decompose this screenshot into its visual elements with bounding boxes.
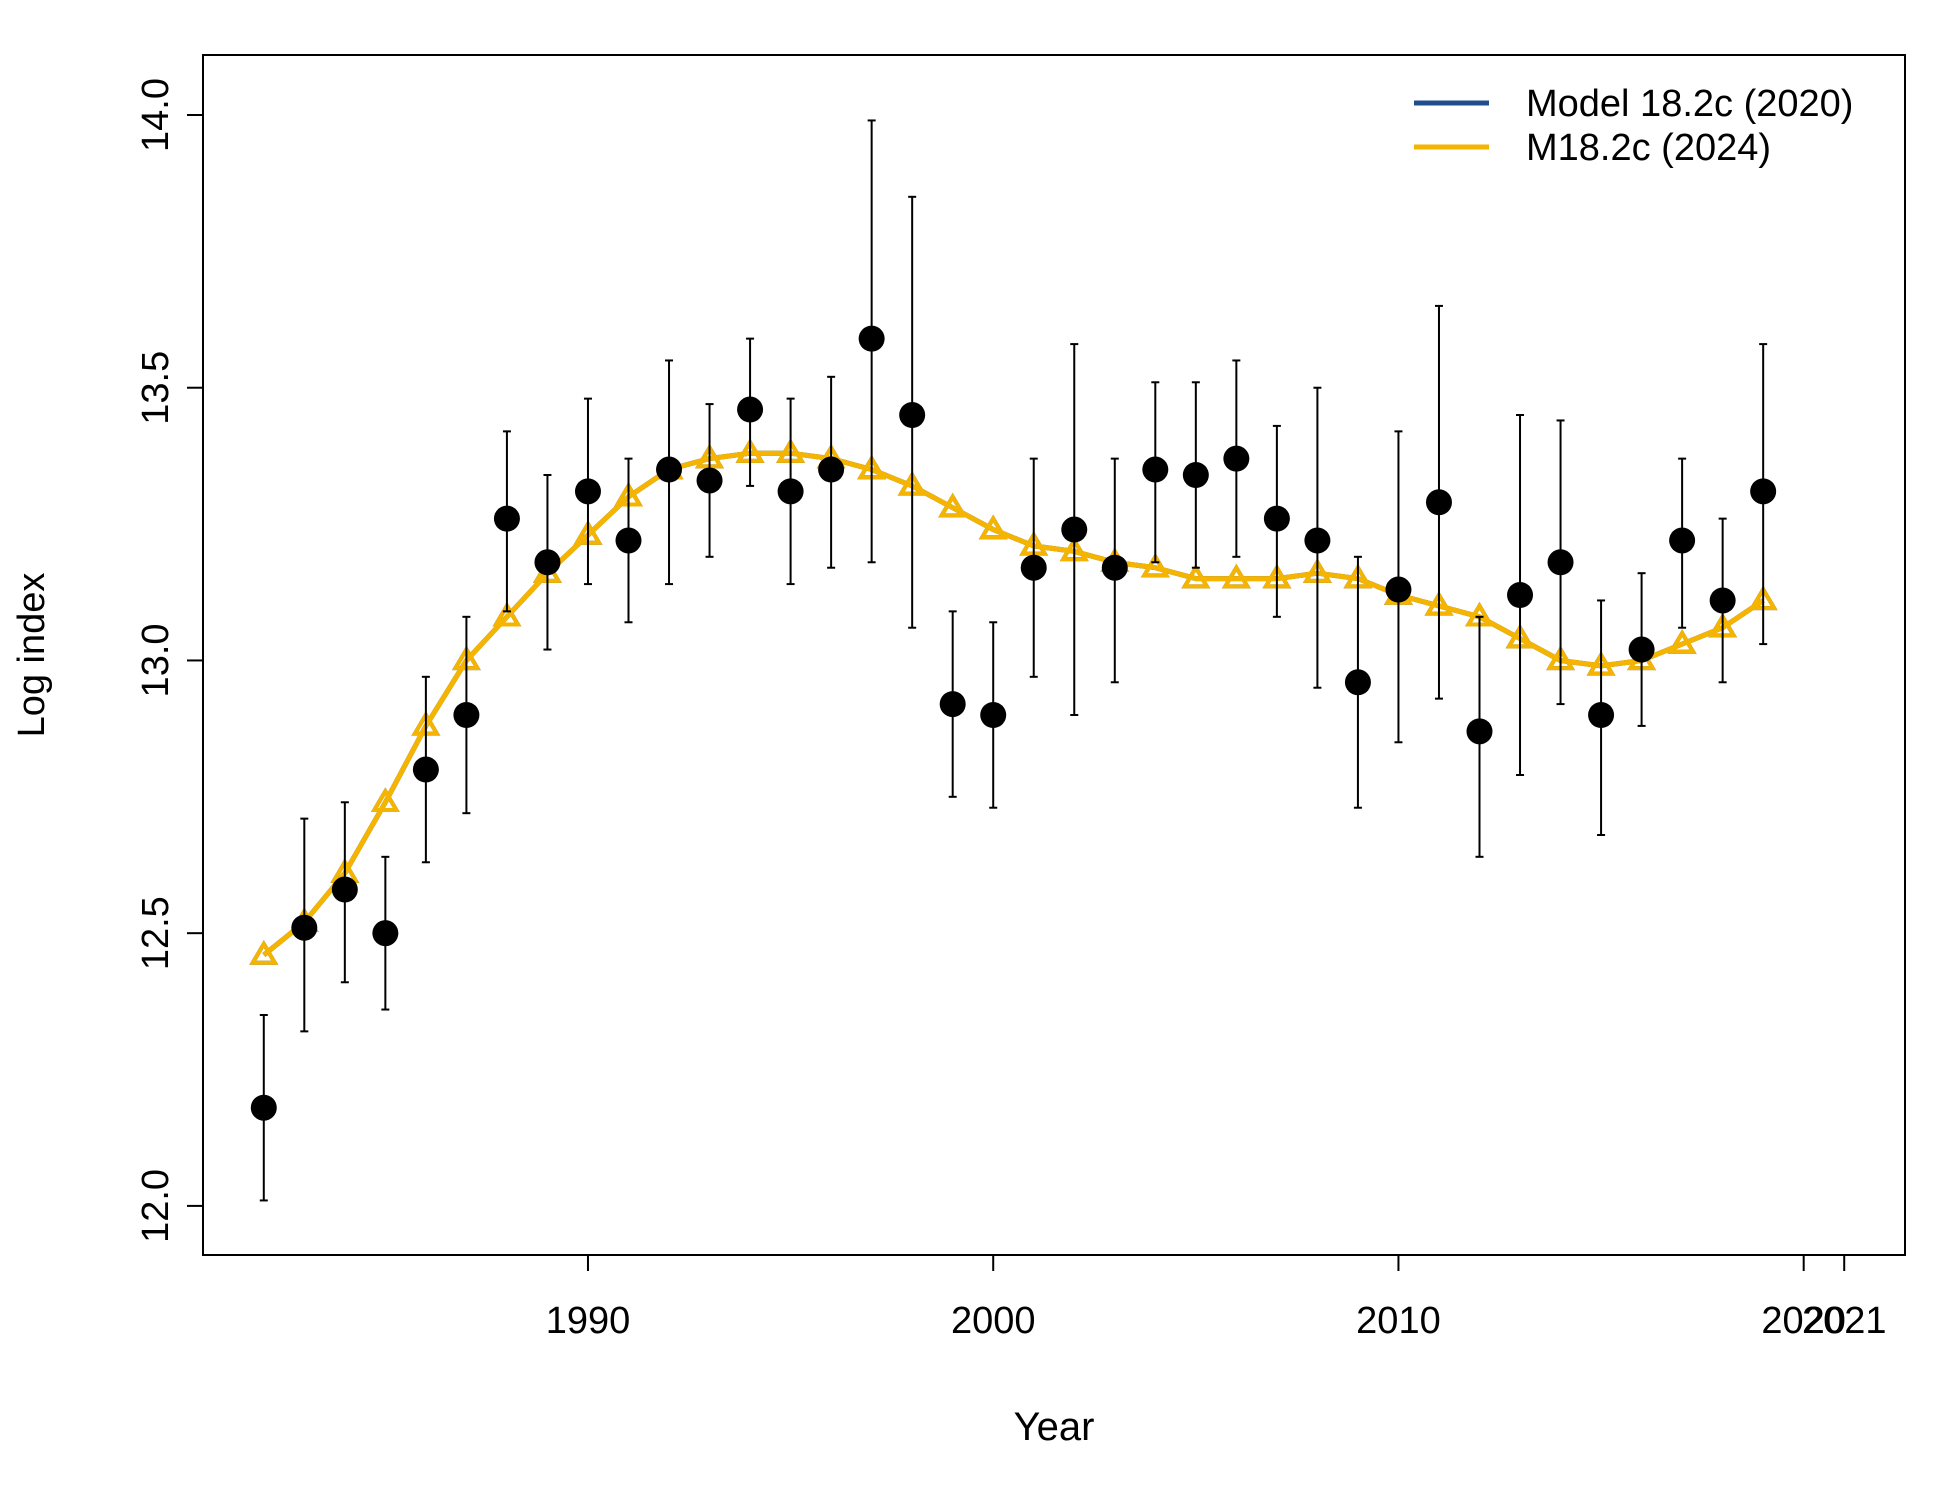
observed-point <box>1669 527 1696 554</box>
x-tick-label: 2020 <box>1761 1300 1846 1342</box>
y-tick-label: 12.5 <box>135 896 177 970</box>
observed-point <box>696 467 723 494</box>
observed-point <box>899 402 926 428</box>
observed-point <box>453 702 480 728</box>
observed-point <box>777 478 804 505</box>
observed-point <box>493 505 520 532</box>
observed-point <box>291 914 318 941</box>
observed-point <box>1263 505 1290 532</box>
observed-point <box>1628 636 1655 663</box>
observed-point <box>615 527 642 554</box>
observed-point <box>372 920 399 947</box>
y-tick-label: 13.0 <box>135 623 177 697</box>
observed-point <box>331 876 358 903</box>
observed-point <box>1061 516 1088 543</box>
x-tick-label: 2010 <box>1356 1300 1441 1342</box>
series-point-2 <box>1181 563 1211 589</box>
series-point-2 <box>1221 563 1251 589</box>
series-point-2 <box>249 940 279 965</box>
y-axis-label: Log index <box>11 573 53 738</box>
observed-point <box>818 456 845 483</box>
x-tick-label: 2021 <box>1802 1300 1887 1342</box>
observed-point <box>737 396 764 423</box>
x-tick-label: 1990 <box>546 1300 631 1342</box>
observed-point <box>858 325 885 352</box>
observed-point <box>1466 718 1493 745</box>
observed-point <box>1182 462 1209 488</box>
series-line-2 <box>262 450 1765 957</box>
observed-point <box>1344 669 1371 696</box>
series-point-2 <box>1667 629 1697 654</box>
series-line-1 <box>262 450 1765 957</box>
observed-point <box>1709 587 1736 614</box>
x-axis-label: Year <box>1014 1405 1095 1449</box>
series-point-2 <box>1140 552 1170 578</box>
observed-point <box>1507 582 1534 608</box>
y-tick-label: 13.5 <box>135 351 177 425</box>
legend-label: M18.2c (2024) <box>1526 127 1771 169</box>
observed-point <box>1547 549 1574 576</box>
fitted-series <box>249 438 1778 965</box>
observed-point <box>250 1094 277 1121</box>
observed-point <box>939 691 966 718</box>
observed-point <box>1750 478 1777 505</box>
observed-point <box>1425 489 1452 516</box>
observed-point <box>574 478 601 505</box>
observed-points <box>250 119 1777 1202</box>
observed-point <box>1304 527 1331 554</box>
x-tick-label: 2000 <box>951 1300 1036 1342</box>
observed-point <box>1101 554 1128 581</box>
series-point-2 <box>978 514 1008 540</box>
legend: Model 18.2c (2020)M18.2c (2024) <box>1414 83 1853 169</box>
series-point-2 <box>492 601 522 627</box>
series-point-2 <box>370 787 400 812</box>
observed-point <box>656 456 683 483</box>
observed-point <box>1020 554 1047 581</box>
observed-point <box>1385 576 1412 603</box>
y-tick-label: 14.0 <box>135 78 177 152</box>
observed-point <box>980 702 1007 728</box>
observed-point <box>412 756 439 783</box>
observed-point <box>1223 445 1250 472</box>
y-tick-label: 12.0 <box>135 1169 177 1243</box>
y-axis: 12.0 12.5 13.0 13.5 14.0 <box>135 78 204 1243</box>
observed-point <box>534 549 561 576</box>
series-point-2 <box>938 492 968 518</box>
observed-point <box>1588 702 1615 728</box>
observed-point <box>1142 456 1169 483</box>
legend-label: Model 18.2c (2020) <box>1526 83 1853 125</box>
